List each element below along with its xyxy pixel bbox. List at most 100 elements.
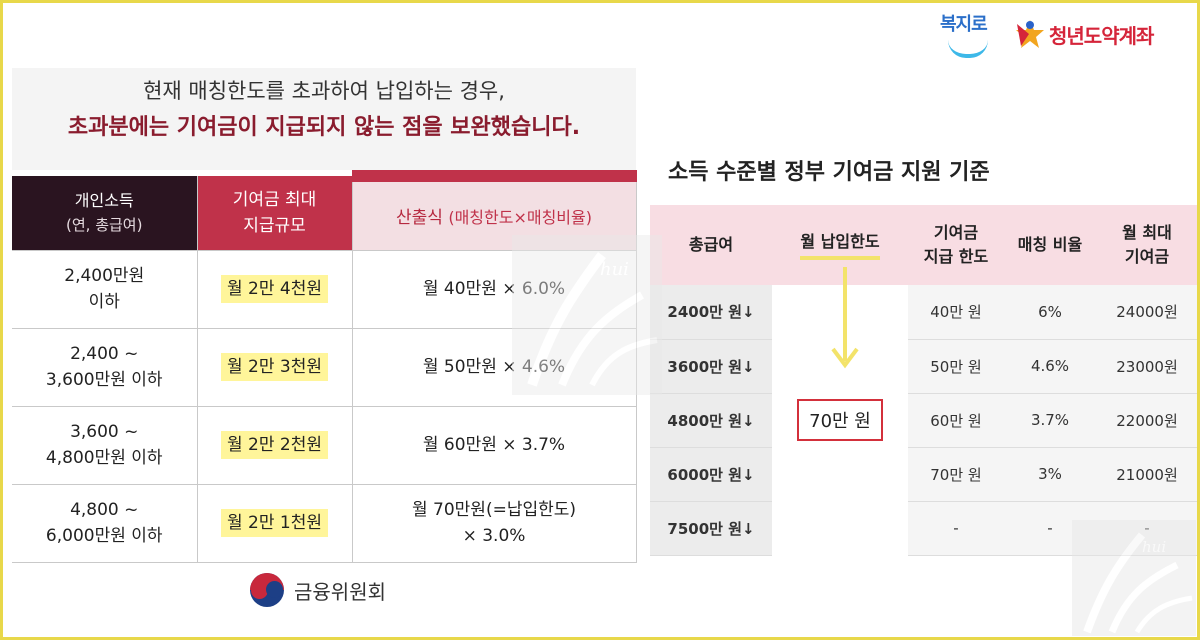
formula-line-1: 월 60만원 × 3.7% [422, 435, 566, 455]
max-cell: 22000원 [1096, 393, 1198, 448]
contrib-cell: 60만 원 [908, 393, 1004, 448]
max-highlight: 월 2만 3천원 [221, 353, 328, 381]
table-header-row: 총급여 월 납입한도 기여금 지급 한도 매칭 비율 월 최대 기여금 [650, 205, 1198, 285]
header-income-label: 총급여 [688, 235, 734, 254]
right-title: 소득 수준별 정부 기여금 지원 기준 [668, 160, 990, 185]
income-cell: 6000만 원↓ [650, 447, 772, 502]
table-row: 4,800 ~ 6,000만원 이하 월 2만 1천원 월 70만원(=납입한도)… [12, 484, 637, 563]
header-contrib-line-1: 기여금 [933, 223, 979, 242]
max-highlight: 월 2만 2천원 [221, 431, 328, 459]
header-ratio: 매칭 비율 [1004, 205, 1096, 285]
formula-line-1: 월 70만원(=납입한도) [411, 500, 577, 520]
header-contrib-line-2: 지급 한도 [923, 247, 989, 266]
header-income: 총급여 [650, 205, 772, 285]
formula-cell: 월 50만원 × 4.6% [352, 328, 637, 407]
left-panel: 현재 매칭한도를 초과하여 납입하는 경우, 초과분에는 기여금이 지급되지 않… [12, 68, 637, 563]
income-cell: 2400만 원↓ [650, 285, 772, 340]
max-cell: 23000원 [1096, 339, 1198, 394]
ratio-cell: 3.7% [1004, 393, 1096, 448]
income-line-2: 6,000만원 이하 [45, 526, 163, 546]
contribution-table-left: 개인소득 (연, 총급여) 기여금 최대 지급규모 산출식 (매칭한도×매칭비율… [12, 170, 637, 563]
income-line-1: 4,800 ~ [70, 500, 139, 520]
formula-line-1: 월 40만원 × 6.0% [422, 279, 566, 299]
income-cell: 3600만 원↓ [650, 339, 772, 394]
table-row: 3600만 원↓ 50만 원 4.6% 23000원 [650, 339, 1198, 394]
formula-cell: 월 40만원 × 6.0% [352, 250, 637, 329]
header-income-label: 개인소득 [74, 190, 134, 210]
table-row: 7500만 원↓ - - - [650, 501, 1198, 556]
left-header: 현재 매칭한도를 초과하여 납입하는 경우, 초과분에는 기여금이 지급되지 않… [12, 68, 636, 146]
contrib-cell: 40만 원 [908, 285, 1004, 340]
table-row: 4800만 원↓ 60만 원 3.7% 22000원 [650, 393, 1198, 448]
pay-limit-box: 70만 원 [797, 399, 883, 441]
contribution-table-right: 총급여 월 납입한도 기여금 지급 한도 매칭 비율 월 최대 기여금 2400만 … [650, 205, 1198, 556]
bokjiro-logo: 복지로 [940, 10, 1002, 64]
fsc-name: 금융위원회 [294, 579, 386, 604]
header-line-2: 초과분에는 기여금이 지급되지 않는 점을 보완했습니다. [67, 115, 581, 140]
max-highlight: 월 2만 1천원 [221, 509, 328, 537]
table-row: 6000만 원↓ 70만 원 3% 21000원 [650, 447, 1198, 502]
youth-account-logo: 청년도약계좌 [1015, 14, 1154, 54]
max-cell: 월 2만 4천원 [197, 250, 353, 329]
income-line-1: 2,400 ~ [70, 344, 139, 364]
max-cell: 24000원 [1096, 285, 1198, 340]
header-ratio-label: 매칭 비율 [1017, 235, 1083, 254]
max-highlight: 월 2만 4천원 [221, 275, 328, 303]
formula-cell: 월 70만원(=납입한도) × 3.0% [352, 484, 637, 563]
header-max-line-1: 기여금 최대 [232, 189, 317, 210]
contrib-cell: 70만 원 [908, 447, 1004, 502]
table-header-row: 개인소득 (연, 총급여) 기여금 최대 지급규모 산출식 (매칭한도×매칭비율… [12, 170, 637, 251]
income-cell: 4,800 ~ 6,000만원 이하 [12, 484, 198, 563]
ratio-cell: - [1004, 501, 1096, 556]
fsc-logo: 금융위원회 [250, 572, 386, 608]
youth-account-text: 청년도약계좌 [1049, 23, 1154, 48]
ratio-cell: 6% [1004, 285, 1096, 340]
income-line-1: 3,600 ~ [70, 422, 139, 442]
table-row: 3,600 ~ 4,800만원 이하 월 2만 2천원 월 60만원 × 3.7% [12, 406, 637, 485]
header-max-line-2: 기여금 [1124, 247, 1170, 266]
watermark-icon: hui [512, 235, 662, 395]
header-max-line-2: 지급규모 [243, 215, 306, 236]
header-formula-paren: (매칭한도×매칭비율) [448, 208, 592, 228]
ratio-cell: 3% [1004, 447, 1096, 502]
income-cell: 3,600 ~ 4,800만원 이하 [12, 406, 198, 485]
header-income: 개인소득 (연, 총급여) [12, 176, 198, 251]
pay-limit-cell: 70만 원 [772, 285, 908, 555]
smile-icon [948, 40, 988, 58]
formula-line-2: × 3.0% [462, 526, 526, 546]
max-cell: - [1096, 501, 1198, 556]
formula-cell: 월 60만원 × 3.7% [352, 406, 637, 485]
formula-line-1: 월 50만원 × 4.6% [422, 357, 566, 377]
header-formula-label: 산출식 [396, 208, 443, 229]
max-cell: 월 2만 1천원 [197, 484, 353, 563]
taegeuk-icon [250, 573, 284, 607]
income-cell: 2,400만원 이하 [12, 250, 198, 329]
income-cell: 4800만 원↓ [650, 393, 772, 448]
header-pay-limit: 월 납입한도 [772, 205, 908, 285]
income-line-2: 3,600만원 이하 [45, 370, 163, 390]
income-line-2: 이하 [88, 292, 120, 312]
right-panel: 총급여 월 납입한도 기여금 지급 한도 매칭 비율 월 최대 기여금 2400만 … [650, 205, 1198, 556]
header-pay-limit-label: 월 납입한도 [800, 230, 880, 260]
star-person-icon [1016, 20, 1044, 48]
header-max-line-1: 월 최대 [1122, 223, 1172, 242]
table-row: 2,400 ~ 3,600만원 이하 월 2만 3천원 월 50만원 × 4.6% [12, 328, 637, 407]
max-cell: 월 2만 2천원 [197, 406, 353, 485]
ratio-cell: 4.6% [1004, 339, 1096, 394]
header-line-1: 현재 매칭한도를 초과하여 납입하는 경우, [143, 79, 505, 103]
income-cell: 2,400 ~ 3,600만원 이하 [12, 328, 198, 407]
income-cell: 7500만 원↓ [650, 501, 772, 556]
table-row: 2,400만원 이하 월 2만 4천원 월 40만원 × 6.0% [12, 250, 637, 329]
watermark-text-2: hui [1142, 538, 1166, 556]
bokjiro-text: 복지로 [940, 14, 988, 35]
header-formula: 산출식 (매칭한도×매칭비율) [352, 170, 637, 251]
contrib-cell: 50만 원 [908, 339, 1004, 394]
contrib-cell: - [908, 501, 1004, 556]
table-row: 2400만 원↓ 70만 원 40만 원 6% 24000원 [650, 285, 1198, 555]
max-cell: 월 2만 3천원 [197, 328, 353, 407]
header-max-contribution: 기여금 최대 지급규모 [197, 176, 353, 251]
header-income-sub: (연, 총급여) [66, 215, 143, 234]
income-line-2: 4,800만원 이하 [45, 448, 163, 468]
